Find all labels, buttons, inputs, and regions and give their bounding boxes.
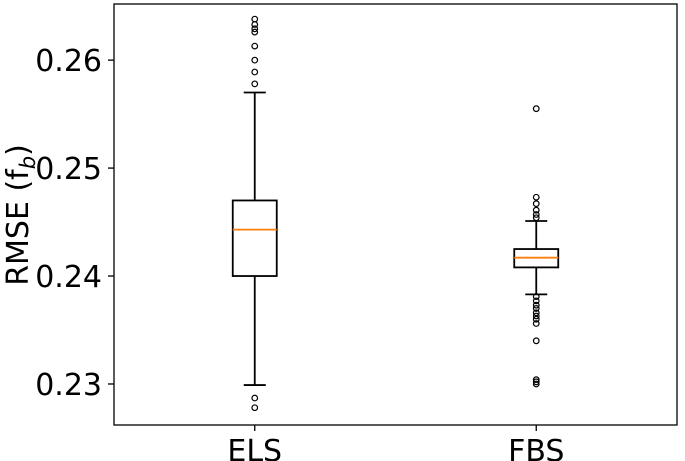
- outlier-point: [532, 320, 540, 327]
- outlier-point: [532, 309, 540, 317]
- plot-area: [231, 15, 560, 412]
- outlier-point: [251, 80, 259, 88]
- y-axis-label: RMSE (fb): [1, 144, 40, 286]
- y-tick-label: 0.24: [35, 260, 102, 295]
- y-axis-label-close: ): [1, 144, 36, 156]
- outlier-point: [532, 214, 540, 222]
- x-tick-label: FBS: [508, 434, 564, 461]
- outlier-point: [532, 297, 540, 305]
- outlier-point: [532, 105, 540, 113]
- outlier-point: [532, 206, 540, 214]
- y-tick-label: 0.23: [35, 368, 102, 403]
- x-tick-label: ELS: [227, 434, 282, 461]
- outlier-point: [532, 376, 540, 384]
- outlier-point: [532, 315, 540, 323]
- y-tick-label: 0.25: [35, 152, 102, 187]
- outlier-point: [251, 28, 259, 36]
- outlier-point: [532, 200, 540, 208]
- outlier-point: [251, 25, 259, 33]
- iqr-box: [231, 199, 278, 277]
- y-axis-ticks: 0.23 0.24 0.25 0.26: [35, 44, 114, 403]
- outlier-point: [532, 312, 540, 320]
- y-tick-label: 0.26: [35, 44, 102, 79]
- outlier-point: [532, 305, 540, 312]
- x-axis-ticks: ELS FBS: [227, 425, 564, 461]
- outlier-point: [532, 301, 540, 309]
- outlier-point: [532, 293, 540, 300]
- outlier-point: [532, 211, 540, 218]
- outlier-point: [532, 378, 540, 386]
- outlier-point: [251, 56, 259, 64]
- outlier-point: [532, 193, 540, 201]
- outlier-point: [532, 337, 540, 345]
- outlier-point: [251, 394, 259, 402]
- y-axis-label-subscript: b: [16, 156, 40, 169]
- box-group-fbs: [513, 105, 560, 388]
- y-axis-label-main: RMSE (f: [1, 168, 36, 286]
- outlier-point: [251, 15, 259, 23]
- outlier-point: [251, 68, 259, 76]
- axes-frame: [113, 3, 678, 426]
- box-group-els: [231, 15, 278, 412]
- outlier-point: [251, 404, 259, 412]
- outlier-point: [251, 42, 259, 50]
- outlier-point: [532, 380, 540, 388]
